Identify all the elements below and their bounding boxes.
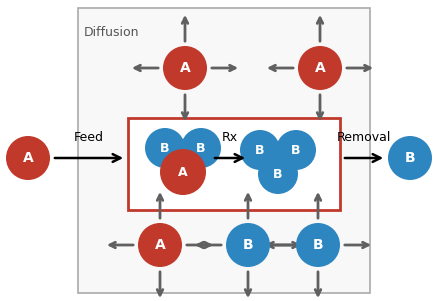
Circle shape [163,46,207,90]
Circle shape [240,130,279,170]
Text: B: B [242,238,253,252]
Circle shape [226,223,270,267]
Text: B: B [160,141,169,154]
Text: A: A [179,61,190,75]
Bar [128,118,339,210]
Text: A: A [23,151,33,165]
Text: B: B [404,151,414,165]
Circle shape [275,130,315,170]
Text: A: A [178,166,187,178]
Text: A: A [314,61,325,75]
Text: Diffusion: Diffusion [84,26,139,39]
Text: Feed: Feed [74,131,104,144]
Circle shape [160,149,206,195]
Circle shape [257,154,297,194]
Text: Removal: Removal [336,131,390,144]
Text: B: B [196,141,205,154]
Circle shape [145,128,184,168]
Circle shape [297,46,341,90]
Text: A: A [154,238,165,252]
Text: B: B [255,144,264,157]
Text: B: B [273,167,282,181]
Text: Rx: Rx [221,131,237,144]
Circle shape [295,223,339,267]
Text: B: B [312,238,322,252]
Text: B: B [291,144,300,157]
Circle shape [138,223,181,267]
Circle shape [6,136,50,180]
Circle shape [387,136,431,180]
Bar [78,8,369,293]
Circle shape [181,128,220,168]
